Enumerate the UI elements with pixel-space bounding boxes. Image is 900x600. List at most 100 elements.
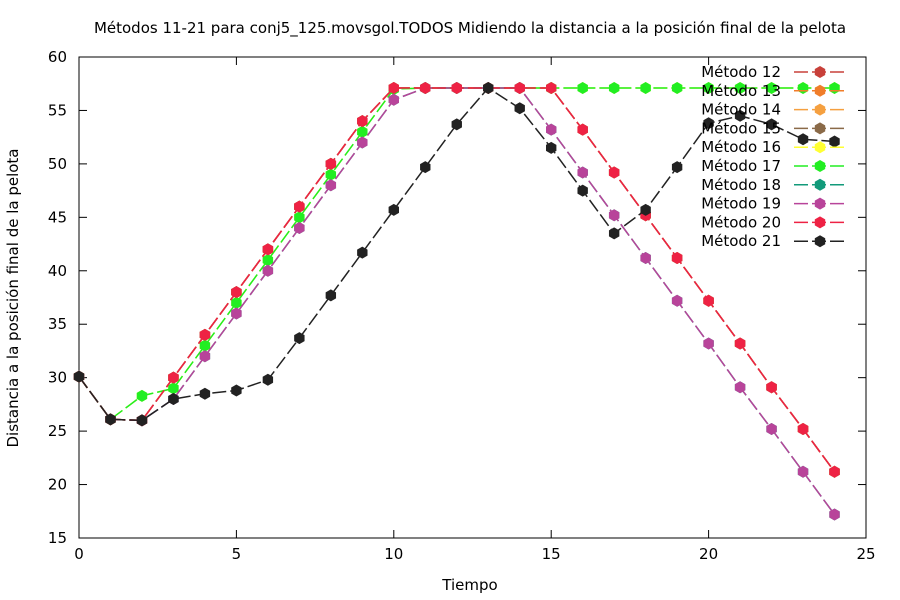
data-point	[451, 82, 462, 94]
data-point	[231, 307, 242, 320]
data-point	[671, 82, 683, 94]
data-point	[703, 117, 714, 130]
data-point	[357, 246, 368, 259]
legend-label: Método 13	[701, 82, 781, 100]
data-point	[325, 168, 337, 181]
data-point	[734, 381, 746, 394]
data-point	[797, 133, 809, 146]
data-point	[734, 337, 746, 350]
data-point	[829, 508, 840, 521]
legend-marker	[814, 216, 826, 229]
x-tick-label: 15	[542, 545, 561, 563]
data-point	[262, 254, 274, 267]
chart-title: Métodos 11-21 para conj5_125.movsgol.TOD…	[94, 19, 846, 38]
y-tick-label: 55	[48, 101, 67, 119]
data-point	[608, 227, 620, 240]
x-axis-label: Tiempo	[441, 576, 497, 594]
data-point	[294, 222, 305, 235]
data-point	[608, 166, 620, 179]
data-point	[105, 413, 116, 426]
x-tick-label: 10	[384, 545, 403, 563]
data-point	[829, 135, 840, 148]
data-point	[577, 184, 588, 197]
data-point	[703, 294, 714, 307]
y-tick-label: 30	[48, 369, 67, 387]
data-point	[168, 371, 179, 384]
x-tick-label: 5	[232, 545, 242, 563]
data-point	[671, 294, 683, 307]
data-point	[703, 82, 714, 94]
legend-label: Método 21	[701, 232, 781, 250]
data-point	[388, 82, 399, 94]
plot-area: 0 5 10 15 20 25 15 20 25 30 35 40 45 50 55 60	[48, 48, 876, 563]
data-point	[671, 161, 683, 174]
data-point	[294, 200, 305, 213]
legend-label: Método 14	[701, 101, 781, 119]
data-point	[294, 211, 305, 224]
y-tick-label: 20	[48, 476, 67, 494]
legend-marker	[814, 122, 826, 135]
data-point	[577, 123, 588, 136]
legend-label: Método 16	[701, 138, 781, 156]
data-point	[199, 328, 211, 341]
x-tick-label: 0	[74, 545, 84, 563]
data-point	[671, 251, 683, 264]
data-point	[766, 118, 777, 131]
data-point	[766, 422, 777, 435]
data-point	[262, 373, 274, 386]
data-point	[797, 465, 809, 478]
data-point	[608, 82, 620, 94]
legend-marker	[814, 160, 826, 172]
data-point	[136, 414, 148, 427]
legend-label: Método 12	[701, 63, 781, 81]
legend-marker	[814, 84, 826, 97]
data-point	[262, 243, 274, 256]
legend-marker	[814, 66, 826, 78]
data-point	[829, 82, 840, 94]
data-point	[514, 102, 525, 115]
data-point	[420, 82, 431, 94]
data-point	[357, 136, 368, 149]
data-point	[546, 123, 557, 136]
data-point	[546, 82, 557, 94]
data-point	[734, 109, 746, 122]
legend-marker	[814, 141, 826, 154]
legend-marker	[814, 235, 826, 248]
data-point	[231, 286, 242, 299]
data-point	[734, 82, 746, 94]
data-point	[325, 157, 337, 170]
data-point	[829, 465, 840, 478]
legend-label: Método 17	[701, 157, 781, 175]
data-point	[231, 384, 242, 397]
data-point	[231, 296, 242, 309]
data-point	[294, 332, 305, 345]
series-10	[73, 82, 840, 427]
y-tick-label: 40	[48, 262, 67, 280]
data-point	[766, 381, 777, 394]
data-point	[136, 389, 148, 402]
x-tick-label: 25	[856, 545, 875, 563]
data-point	[577, 82, 588, 94]
legend-marker	[814, 178, 826, 191]
data-point	[451, 118, 462, 131]
data-point	[199, 339, 211, 352]
data-point	[483, 82, 494, 94]
legend-label: Método 15	[701, 119, 781, 137]
y-tick-label: 15	[48, 529, 67, 547]
data-point	[325, 179, 337, 192]
plot-frame	[78, 56, 867, 539]
data-point	[420, 161, 431, 174]
data-point	[168, 382, 179, 395]
data-point	[357, 125, 368, 138]
legend-label: Método 20	[701, 213, 781, 231]
data-point	[766, 82, 777, 94]
data-point	[546, 141, 557, 154]
x-tick-label: 20	[699, 545, 718, 563]
data-point	[703, 337, 714, 350]
data-point	[357, 115, 368, 128]
legend-label: Método 19	[701, 195, 781, 213]
data-point	[73, 370, 85, 383]
data-point	[640, 251, 651, 264]
